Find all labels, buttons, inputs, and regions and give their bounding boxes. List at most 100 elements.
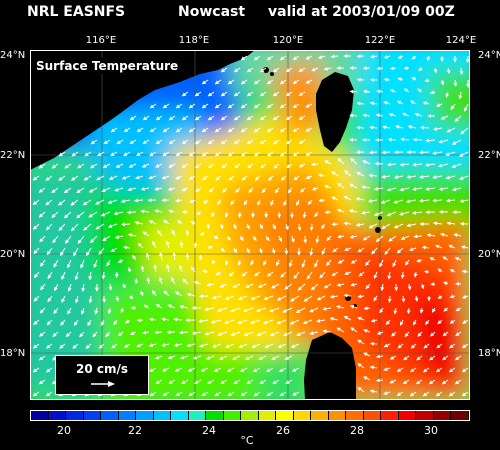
current-vector <box>161 342 170 347</box>
current-vector <box>232 223 237 230</box>
current-vector <box>305 55 313 60</box>
current-vector <box>226 367 235 373</box>
current-vector <box>406 307 411 315</box>
current-vector <box>89 163 98 169</box>
current-vector <box>149 367 157 372</box>
current-vector <box>123 245 131 250</box>
header-product: Nowcast <box>178 4 246 20</box>
current-vector <box>208 187 215 193</box>
current-vector <box>168 163 176 168</box>
current-vector <box>96 175 105 181</box>
current-vector <box>292 55 300 61</box>
current-vector <box>266 103 274 109</box>
current-vector <box>290 235 295 243</box>
lat-tick-18-left: 18°N <box>0 348 26 359</box>
current-vector <box>107 199 118 204</box>
current-vector <box>111 343 118 349</box>
current-vector <box>307 199 313 205</box>
current-vector <box>168 139 176 145</box>
current-vector <box>343 315 352 321</box>
current-vector <box>163 290 170 297</box>
current-vector <box>375 378 384 383</box>
current-vector <box>39 259 46 267</box>
current-vector <box>187 367 196 372</box>
current-vector <box>290 295 300 302</box>
current-vector <box>38 187 46 193</box>
current-vector <box>94 307 99 315</box>
current-vector <box>162 391 170 397</box>
current-vector <box>239 235 244 241</box>
current-vector <box>161 317 170 322</box>
current-vector <box>303 295 313 302</box>
current-vector <box>335 305 345 309</box>
current-vector <box>154 186 163 191</box>
current-vector <box>449 294 456 299</box>
current-vector <box>188 151 196 157</box>
current-vector <box>207 91 215 97</box>
current-vector <box>40 283 46 291</box>
current-vector <box>317 55 326 60</box>
current-vector <box>305 79 313 84</box>
current-vector <box>284 355 293 360</box>
current-vector <box>74 271 79 281</box>
current-vector <box>387 271 392 280</box>
current-vector <box>286 163 293 169</box>
current-vector <box>124 343 131 348</box>
current-vector <box>437 319 443 325</box>
current-vector <box>168 379 176 384</box>
current-vector <box>305 151 313 156</box>
current-vector <box>285 139 293 145</box>
current-vector <box>284 247 289 255</box>
current-vector <box>77 163 85 169</box>
current-vector <box>261 187 267 194</box>
current-vector <box>355 222 365 227</box>
current-vector <box>259 67 267 73</box>
current-vector <box>248 187 254 193</box>
current-vector <box>455 307 462 312</box>
current-vector <box>319 271 326 279</box>
current-vector <box>134 198 144 203</box>
current-vector <box>200 367 209 372</box>
current-vector <box>363 376 371 381</box>
current-vector <box>288 259 293 268</box>
current-vector <box>423 343 430 349</box>
current-vector <box>464 103 469 112</box>
current-vector <box>72 343 79 349</box>
current-vector <box>246 91 254 97</box>
current-vector <box>337 234 345 239</box>
current-vector <box>369 125 378 130</box>
current-vector <box>389 89 397 93</box>
current-vector <box>101 187 111 193</box>
current-vector <box>194 379 202 385</box>
current-vector <box>237 319 248 325</box>
current-vector <box>51 163 59 169</box>
current-vector <box>234 163 241 169</box>
current-vector <box>88 211 98 218</box>
colorbar-swatch <box>293 411 312 420</box>
current-vector <box>459 175 469 180</box>
current-vector <box>433 221 443 226</box>
current-vector <box>397 343 404 349</box>
current-vector <box>374 161 384 166</box>
current-vector <box>250 319 261 325</box>
current-vector <box>162 103 170 109</box>
current-vector <box>266 55 274 61</box>
lat-tick-22-right: 22°N <box>478 150 500 161</box>
current-vector <box>298 139 306 145</box>
current-vector <box>245 223 250 230</box>
current-vector <box>395 125 404 129</box>
current-vector <box>411 76 417 81</box>
current-vector <box>194 139 202 145</box>
current-vector <box>238 343 248 349</box>
current-vector <box>276 259 280 267</box>
current-vector <box>214 391 222 397</box>
current-vector <box>309 331 319 336</box>
current-vector <box>222 187 228 193</box>
current-vector <box>245 355 254 361</box>
current-vector <box>154 355 163 360</box>
current-vector <box>93 259 98 269</box>
current-vector <box>137 242 144 249</box>
current-vector <box>250 259 255 266</box>
current-vector <box>159 251 163 261</box>
current-vector <box>227 127 235 133</box>
